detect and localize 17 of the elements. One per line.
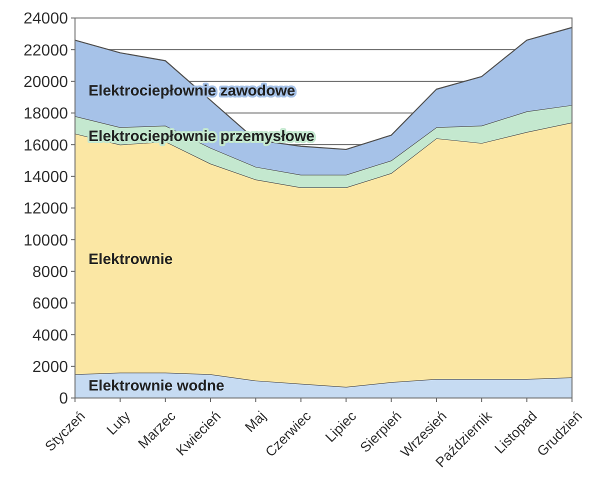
x-tick-label: Luty — [103, 408, 134, 438]
series-label: Elektrownie wodne — [88, 378, 224, 395]
y-tick-label: 18000 — [24, 106, 68, 123]
y-tick-label: 8000 — [32, 264, 68, 281]
y-tick-label: 20000 — [24, 74, 68, 91]
y-tick-label: 0 — [59, 390, 68, 408]
y-tick-label: 22000 — [24, 42, 68, 60]
y-tick-label: 6000 — [32, 296, 68, 313]
y-tick-label: 24000 — [24, 10, 68, 28]
y-tick-label: 16000 — [24, 137, 68, 154]
y-tick-label: 10000 — [24, 232, 68, 250]
x-tick-label: Maj — [242, 408, 269, 436]
y-tick-label: 14000 — [24, 168, 68, 186]
y-tick-label: 2000 — [32, 358, 68, 376]
series-label: Elektrownie — [88, 250, 173, 268]
y-tick-label: 12000 — [24, 200, 68, 218]
y-tick-label: 4000 — [32, 327, 68, 344]
